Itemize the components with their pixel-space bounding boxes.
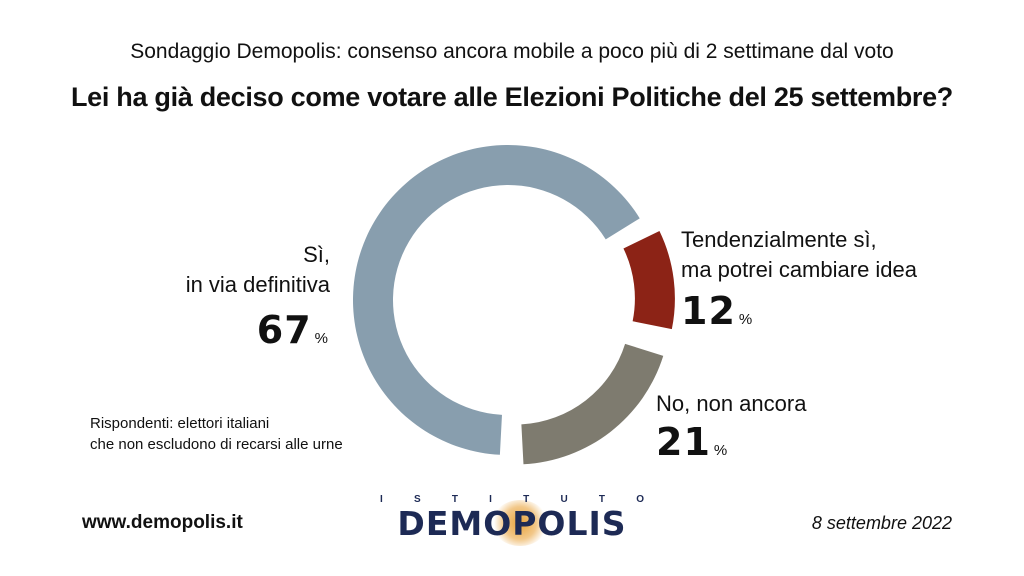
pct-tend-unit: %	[738, 311, 753, 328]
pct-si-value: 67	[256, 308, 312, 352]
note-line2: che non escludono di recarsi alle urne	[90, 436, 343, 453]
footer-url[interactable]: www.demopolis.it	[82, 512, 243, 533]
slice-tendenzialmente-si	[623, 231, 675, 330]
logo-letter: I	[380, 494, 383, 505]
logo-istituto: I S T I T U T O	[380, 494, 644, 505]
label-tendenzialmente-si: Tendenzialmente sì, ma potrei cambiare i…	[681, 225, 917, 285]
pct-tendenzialmente-si: 12%	[681, 289, 752, 333]
label-si-definitiva: Sì, in via definitiva	[186, 240, 330, 300]
label-no-line1: No, non ancora	[656, 391, 807, 416]
footer-date: 8 settembre 2022	[811, 513, 952, 533]
slice-no-non-ancora	[521, 343, 664, 465]
label-no-non-ancora: No, non ancora	[656, 389, 806, 419]
logo-letter: T	[523, 494, 530, 505]
label-si-line2: in via definitiva	[185, 272, 330, 297]
pct-tend-value: 12	[681, 289, 736, 333]
logo-letter: T	[451, 494, 458, 505]
logo-letter: O	[636, 494, 644, 505]
logo-sun-icon	[492, 500, 548, 546]
label-tend-line1: Tendenzialmente sì,	[681, 227, 877, 252]
label-si-line1: Sì,	[303, 242, 330, 267]
logo-wordmark: DEMOPOLIS	[397, 504, 627, 543]
logo-letter: T	[598, 494, 606, 505]
chart-subtitle: Sondaggio Demopolis: consenso ancora mob…	[130, 40, 894, 63]
pct-si-definitiva: 67%	[257, 308, 328, 352]
respondents-note: Rispondenti: elettori italiani che non e…	[90, 413, 343, 455]
pct-no-non-ancora: 21%	[656, 420, 727, 464]
logo-letter: U	[560, 494, 568, 505]
pct-no-value: 21	[656, 420, 711, 464]
pct-no-unit: %	[713, 442, 728, 459]
label-tend-line2: ma potrei cambiare idea	[681, 257, 918, 282]
logo-letter: I	[489, 494, 492, 505]
demopolis-logo: I S T I T U T O DEMOPOLIS	[372, 494, 652, 546]
chart-title: Lei ha già deciso come votare alle Elezi…	[70, 82, 953, 112]
logo-letter: S	[413, 494, 421, 505]
note-line1: Rispondenti: elettori italiani	[90, 415, 270, 432]
pct-si-unit: %	[314, 330, 328, 347]
